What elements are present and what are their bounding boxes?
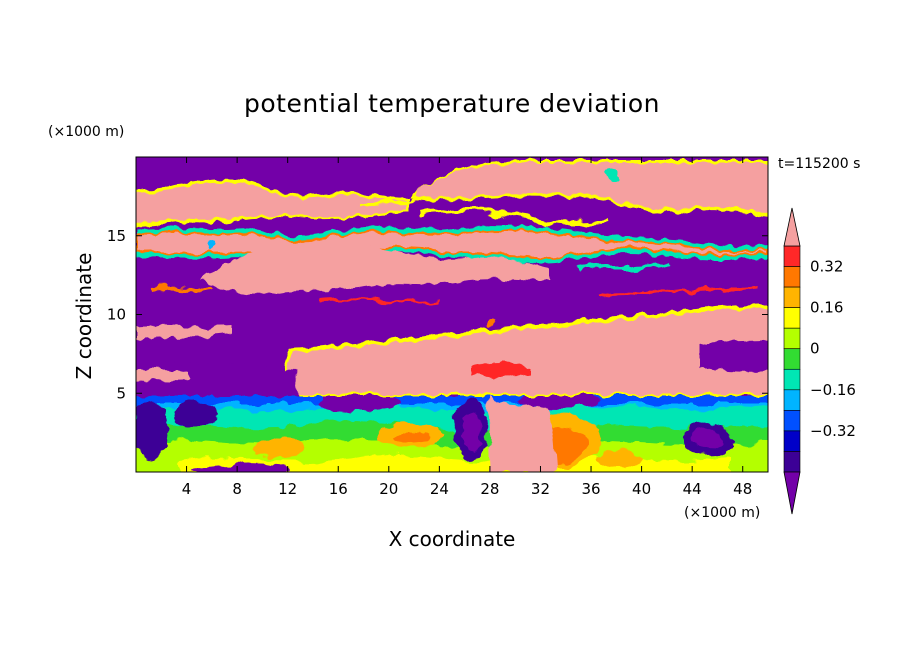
colorbar-tick-label: 0.32: [810, 258, 843, 276]
x-tick-label: 24: [430, 480, 449, 498]
x-tick-label: 36: [581, 480, 600, 498]
y-tick-label: 15: [107, 227, 126, 245]
colorbar-segment: [783, 430, 801, 452]
colorbar-segment: [783, 245, 801, 267]
x-tick-label: 20: [379, 480, 398, 498]
y-axis-label: Z coordinate: [72, 253, 96, 380]
colorbar-segment: [783, 368, 801, 391]
boundary-layer: [136, 392, 768, 472]
colorbar-tick-label: −0.32: [810, 422, 856, 440]
x-tick-label: 12: [278, 480, 297, 498]
colorbar-segment: [783, 266, 801, 288]
y-unit-label: (×1000 m): [48, 124, 124, 140]
x-axis-label: X coordinate: [389, 527, 516, 551]
y-axis-ticks: 5 10 15: [107, 227, 768, 402]
x-axis-ticks: 4 8 12 16 20 24 28 32 36 40 44 48: [182, 157, 752, 498]
chart-title: potential temperature deviation: [244, 89, 660, 118]
x-tick-label: 16: [329, 480, 348, 498]
x-tick-label: 8: [232, 480, 242, 498]
x-tick-label: 48: [733, 480, 752, 498]
y-tick-label: 10: [107, 306, 126, 324]
colorbar-segment: [783, 410, 801, 432]
frontal-streaks: [149, 168, 761, 328]
x-unit-label: (×1000 m): [684, 505, 760, 521]
colorbar-segment: [783, 327, 801, 350]
contour-field: [136, 157, 768, 472]
x-tick-label: 40: [632, 480, 651, 498]
x-tick-label: 44: [683, 480, 702, 498]
warm-layers: [136, 160, 768, 472]
colorbar-segment: [783, 389, 801, 411]
x-tick-label: 4: [182, 480, 192, 498]
colorbar-tick-label: −0.16: [810, 381, 856, 399]
colorbar-upper-extension: [783, 207, 801, 247]
x-tick-label: 28: [480, 480, 499, 498]
y-tick-label: 5: [116, 384, 126, 402]
colorbar-tick-label: 0: [810, 340, 820, 358]
colorbar-segment: [783, 451, 801, 473]
colorbar-tick-label: 0.16: [810, 299, 843, 317]
colorbar-segment: [783, 307, 801, 329]
x-tick-label: 32: [531, 480, 550, 498]
colorbar-lower-extension: [783, 471, 801, 515]
colorbar: 0.32 0.16 0 −0.16 −0.32: [783, 207, 856, 515]
time-label: t=115200 s: [778, 156, 860, 172]
colorbar-segment: [783, 286, 801, 308]
colorbar-segment: [783, 348, 801, 370]
